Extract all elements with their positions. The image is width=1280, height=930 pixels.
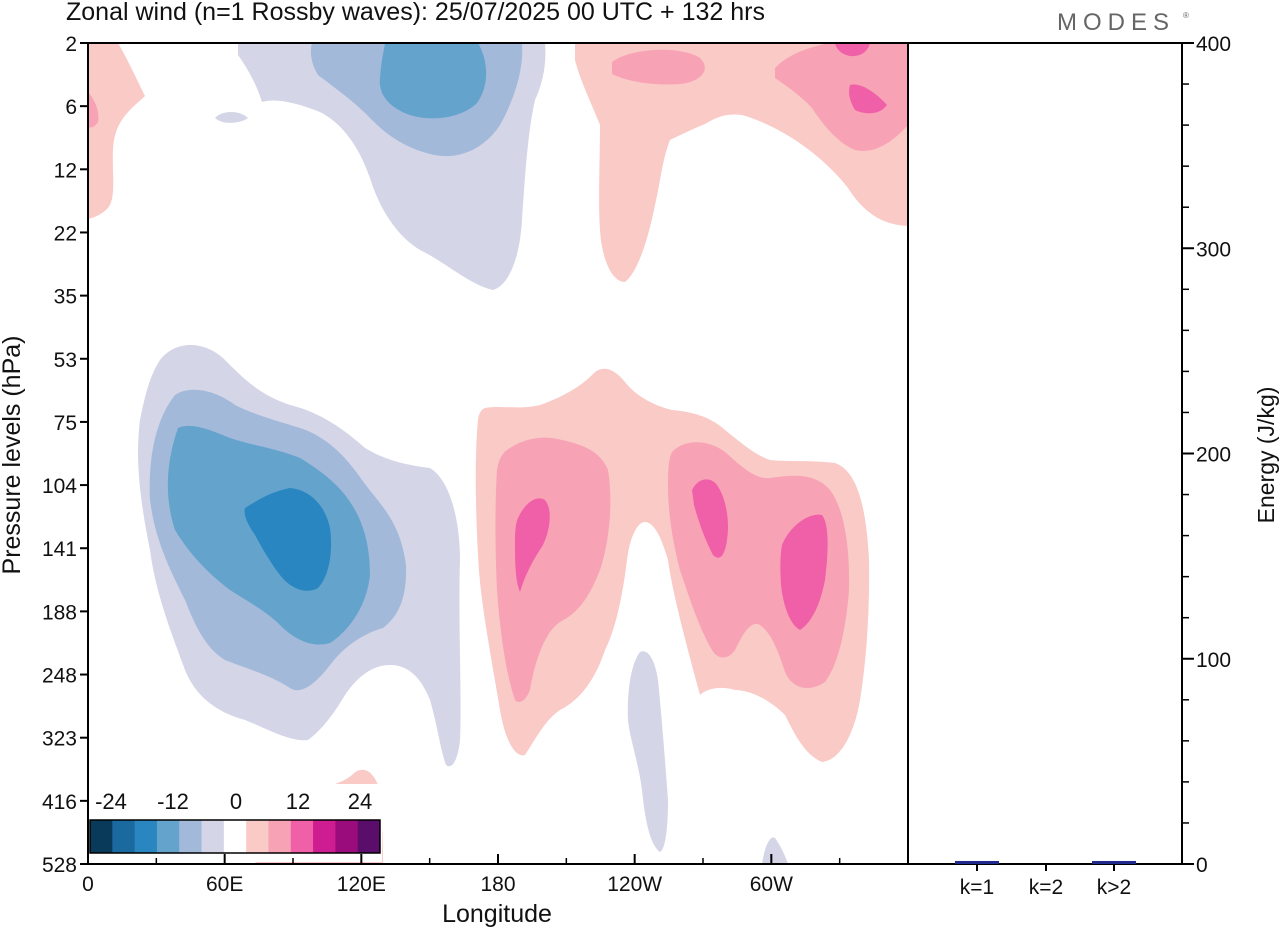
colorbar-swatch	[290, 820, 314, 853]
y-tick-label: 528	[42, 854, 77, 877]
colorbar-swatch	[112, 820, 136, 853]
energy-tick-label: 200	[1196, 444, 1231, 467]
energy-category-label: k=1	[960, 876, 994, 899]
energy-tick-label: 0	[1196, 854, 1208, 877]
y-tick-label: 323	[42, 728, 77, 751]
colorbar-label: 24	[348, 789, 372, 814]
y-tick-label: 35	[54, 286, 77, 309]
y-tick-label: 75	[54, 412, 77, 435]
colorbar-label: 0	[230, 789, 242, 814]
contour-pos-mid-upper-a	[612, 49, 705, 85]
colorbar-swatch	[156, 820, 180, 853]
y-tick-label: 12	[54, 159, 77, 182]
colorbar-swatch	[179, 820, 203, 853]
energy-tick-label: 300	[1196, 238, 1231, 261]
energy-bar	[955, 860, 999, 864]
colorbar-swatch	[335, 820, 359, 853]
energy-tick-label: 400	[1196, 33, 1231, 56]
contour-pos-mid-upper-left	[88, 92, 99, 128]
colorbar-frame	[89, 819, 381, 854]
contour-field	[88, 43, 908, 864]
axes: 0 60E 120E 180 120W 60W 2 6 12 22 35 53 75 104 141 188 2…	[42, 33, 1231, 896]
colorbar-swatch	[90, 820, 113, 853]
y-tick-label: 248	[42, 665, 77, 688]
y-tick-label: 6	[65, 96, 77, 119]
colorbar-swatch	[357, 820, 381, 853]
contour-pos-mid-upper-b	[775, 43, 908, 151]
x-tick-label: 0	[82, 873, 94, 896]
y-tick-label: 22	[54, 222, 77, 245]
x-tick-label: 120W	[607, 873, 662, 896]
energy-category-label: k=2	[1029, 876, 1063, 899]
x-tick-label: 120E	[337, 873, 386, 896]
contour-pos-strong-upper-b	[849, 84, 887, 114]
colorbar-swatch	[134, 820, 158, 853]
energy-bar	[1092, 860, 1136, 864]
energy-tick-label: 100	[1196, 649, 1231, 672]
colorbar-label: -24	[95, 789, 127, 814]
x-tick-label: 60W	[750, 873, 793, 896]
x-tick-label: 60E	[206, 873, 243, 896]
contour-pos-mid-lower-a	[495, 437, 611, 702]
y-tick-label: 141	[42, 538, 77, 561]
colorbar-label: -12	[157, 789, 189, 814]
colorbar-swatch	[313, 820, 336, 853]
contour-neg-strong-upper	[379, 43, 487, 119]
y-tick-label: 416	[42, 791, 77, 814]
registered-mark: ®	[1183, 11, 1189, 20]
contour-pos-weak-upper-left	[88, 43, 145, 219]
contour-neg-weak-upper-islet	[215, 112, 248, 123]
contour-neg-weak-strip	[627, 651, 668, 852]
colorbar-swatch	[201, 820, 225, 853]
x-tick-label: 180	[480, 873, 515, 896]
y-tick-label: 188	[42, 601, 77, 624]
contour-neg-max-lower	[244, 488, 332, 591]
modes-logo: MODES	[1057, 9, 1176, 36]
contour-neg-weak-bottom-nub	[762, 837, 788, 864]
y-tick-label: 2	[65, 33, 77, 56]
energy-axis-label: Energy (J/kg)	[1253, 387, 1279, 524]
contour-pos-strong-lower-a	[515, 498, 550, 592]
y-tick-label: 53	[54, 349, 77, 372]
contour-pos-strong-upper-a	[835, 43, 870, 57]
colorbar: -24 -12 0 12 24	[88, 784, 382, 862]
energy-category-label: k>2	[1097, 876, 1131, 899]
contour-pos-strong-lower-c	[780, 514, 828, 630]
colorbar-swatch	[246, 820, 269, 853]
energy-bars: k=1 k=2 k>2	[955, 860, 1136, 899]
x-axis-label: Longitude	[442, 900, 552, 928]
y-axis-label: Pressure levels (hPa)	[0, 336, 26, 575]
contour-pos-strong-lower-b	[692, 479, 728, 558]
colorbar-label: 12	[286, 789, 310, 814]
colorbar-swatch	[268, 820, 292, 853]
colorbar-swatch	[223, 820, 247, 853]
chart-title: Zonal wind (n=1 Rossby waves): 25/07/202…	[66, 0, 765, 26]
y-tick-label: 104	[42, 475, 77, 498]
